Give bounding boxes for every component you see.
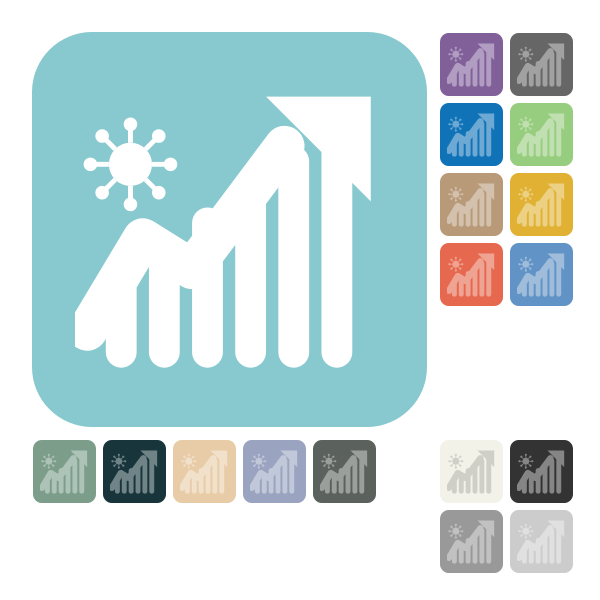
covid-rising-graph-icon <box>517 250 566 299</box>
covid-rising-graph-icon <box>517 180 566 229</box>
covid-rising-graph-icon <box>517 447 566 496</box>
covid-rising-graph-icon <box>320 447 369 496</box>
covid-rising-graph-icon <box>447 517 496 566</box>
covid-rising-graph-icon <box>447 40 496 89</box>
color-swatch-tile[interactable] <box>440 510 503 573</box>
covid-rising-graph-icon <box>40 447 89 496</box>
main-icon-tile[interactable] <box>32 32 427 427</box>
color-swatch-tile[interactable] <box>510 243 573 306</box>
covid-rising-graph-icon <box>75 75 383 383</box>
color-swatch-tile[interactable] <box>440 440 503 503</box>
color-swatch-tile[interactable] <box>243 440 306 503</box>
color-swatch-tile[interactable] <box>510 510 573 573</box>
color-swatch-tile[interactable] <box>173 440 236 503</box>
color-swatch-tile[interactable] <box>33 440 96 503</box>
color-swatch-tile[interactable] <box>510 173 573 236</box>
color-swatch-tile[interactable] <box>440 33 503 96</box>
covid-rising-graph-icon <box>447 180 496 229</box>
color-swatch-tile[interactable] <box>440 173 503 236</box>
covid-rising-graph-icon <box>180 447 229 496</box>
color-swatch-tile[interactable] <box>510 440 573 503</box>
color-swatch-tile[interactable] <box>510 103 573 166</box>
color-swatch-tile[interactable] <box>103 440 166 503</box>
covid-rising-graph-icon <box>250 447 299 496</box>
covid-rising-graph-icon <box>517 110 566 159</box>
covid-rising-graph-icon <box>447 250 496 299</box>
covid-rising-graph-icon <box>447 447 496 496</box>
covid-rising-graph-icon <box>110 447 159 496</box>
color-swatch-tile[interactable] <box>510 33 573 96</box>
color-swatch-tile[interactable] <box>313 440 376 503</box>
covid-rising-graph-icon <box>517 40 566 89</box>
covid-rising-graph-icon <box>517 517 566 566</box>
color-swatch-tile[interactable] <box>440 243 503 306</box>
covid-rising-graph-icon <box>447 110 496 159</box>
color-swatch-tile[interactable] <box>440 103 503 166</box>
